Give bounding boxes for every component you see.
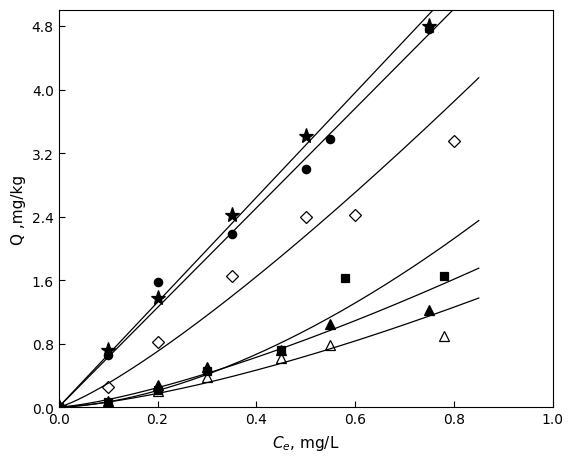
Y-axis label: Q ,mg/kg: Q ,mg/kg [11, 174, 26, 244]
X-axis label: $C_e$, mg/L: $C_e$, mg/L [272, 433, 339, 452]
